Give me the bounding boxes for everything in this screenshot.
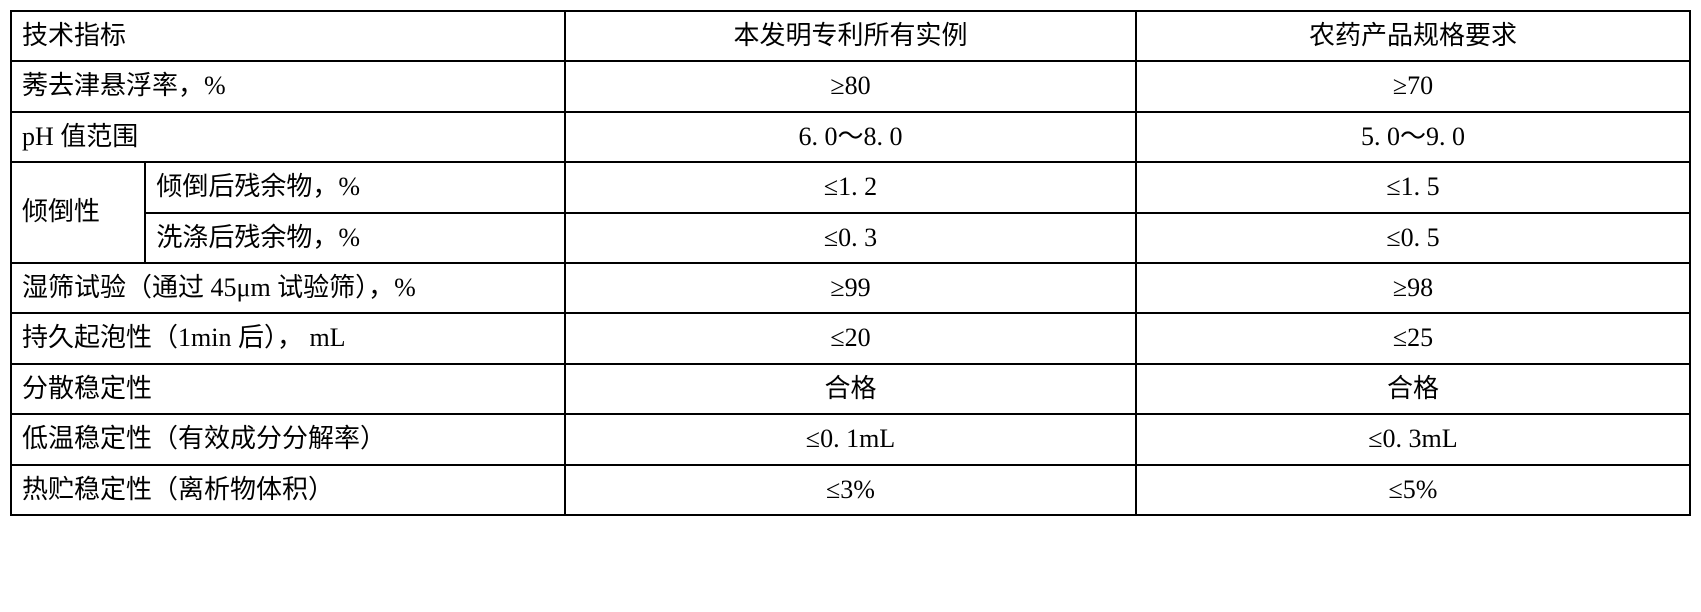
- row-val-standard: ≤0. 5: [1136, 213, 1690, 263]
- table-row: 莠去津悬浮率，% ≥80 ≥70: [11, 61, 1690, 111]
- pour-group-label: 倾倒性: [11, 162, 145, 263]
- row-val-invention: ≥99: [565, 263, 1136, 313]
- row-val-standard: ≤25: [1136, 313, 1690, 363]
- row-label: 持久起泡性（1min 后）， mL: [11, 313, 565, 363]
- table-row: 热贮稳定性（离析物体积） ≤3% ≤5%: [11, 465, 1690, 515]
- row-val-standard: ≥70: [1136, 61, 1690, 111]
- row-val-invention: ≤3%: [565, 465, 1136, 515]
- row-val-invention: 6. 0～8. 0: [565, 112, 1136, 162]
- row-val-standard: ≤1. 5: [1136, 162, 1690, 212]
- row-val-invention: ≤0. 3: [565, 213, 1136, 263]
- row-label: 莠去津悬浮率，%: [11, 61, 565, 111]
- row-val-standard: 合格: [1136, 364, 1690, 414]
- row-val-standard: ≥98: [1136, 263, 1690, 313]
- table-header-row: 技术指标 本发明专利所有实例 农药产品规格要求: [11, 11, 1690, 61]
- spec-table: 技术指标 本发明专利所有实例 农药产品规格要求 莠去津悬浮率，% ≥80 ≥70…: [10, 10, 1691, 516]
- table-row: 倾倒性 倾倒后残余物，% ≤1. 2 ≤1. 5: [11, 162, 1690, 212]
- row-label: pH 值范围: [11, 112, 565, 162]
- row-val-standard: ≤5%: [1136, 465, 1690, 515]
- table-row: 分散稳定性 合格 合格: [11, 364, 1690, 414]
- row-label: 热贮稳定性（离析物体积）: [11, 465, 565, 515]
- row-val-standard: ≤0. 3mL: [1136, 414, 1690, 464]
- header-col-invention: 本发明专利所有实例: [565, 11, 1136, 61]
- row-label: 湿筛试验（通过 45μm 试验筛），%: [11, 263, 565, 313]
- row-val-invention: ≥80: [565, 61, 1136, 111]
- row-val-standard: 5. 0～9. 0: [1136, 112, 1690, 162]
- table-row: 持久起泡性（1min 后）， mL ≤20 ≤25: [11, 313, 1690, 363]
- table-row: 湿筛试验（通过 45μm 试验筛），% ≥99 ≥98: [11, 263, 1690, 313]
- table-row: pH 值范围 6. 0～8. 0 5. 0～9. 0: [11, 112, 1690, 162]
- row-sublabel: 洗涤后残余物，%: [145, 213, 565, 263]
- table-row: 低温稳定性（有效成分分解率） ≤0. 1mL ≤0. 3mL: [11, 414, 1690, 464]
- row-label: 分散稳定性: [11, 364, 565, 414]
- table-row: 洗涤后残余物，% ≤0. 3 ≤0. 5: [11, 213, 1690, 263]
- row-val-invention: ≤20: [565, 313, 1136, 363]
- header-col-standard: 农药产品规格要求: [1136, 11, 1690, 61]
- row-sublabel: 倾倒后残余物，%: [145, 162, 565, 212]
- header-label: 技术指标: [11, 11, 565, 61]
- row-val-invention: ≤1. 2: [565, 162, 1136, 212]
- row-label: 低温稳定性（有效成分分解率）: [11, 414, 565, 464]
- row-val-invention: ≤0. 1mL: [565, 414, 1136, 464]
- row-val-invention: 合格: [565, 364, 1136, 414]
